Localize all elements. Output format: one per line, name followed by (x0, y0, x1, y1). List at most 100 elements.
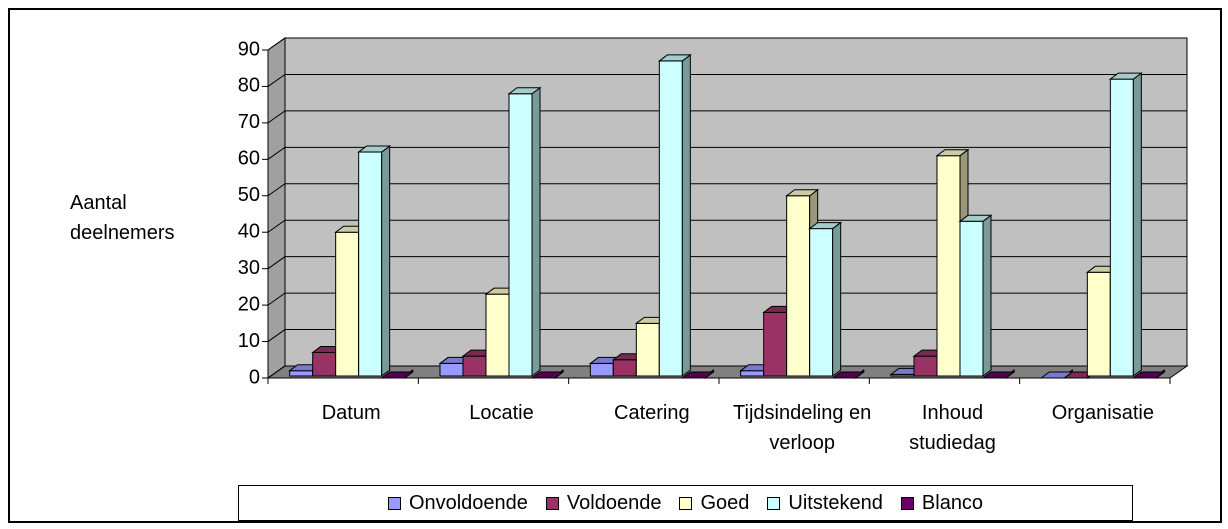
bar (1131, 369, 1166, 379)
legend-swatch (900, 496, 914, 510)
legend-label: Onvoldoende (408, 491, 528, 514)
bar (657, 53, 692, 377)
bar-front (358, 151, 383, 377)
y-tick-label: 30 (238, 257, 260, 279)
bar-front (936, 155, 961, 377)
bar-top (981, 371, 1016, 379)
x-tick-label: Tijdsindeling en verloop (733, 402, 872, 454)
y-tick-label: 10 (238, 330, 260, 352)
side-wall (267, 37, 286, 379)
legend-swatch (679, 496, 693, 510)
bar-front (740, 370, 765, 377)
y-tick-label: 60 (238, 148, 260, 170)
bar-front (439, 362, 464, 377)
legend-swatch (545, 496, 559, 510)
bar-front (763, 311, 788, 377)
bar (958, 214, 993, 377)
bar (831, 369, 866, 379)
legend-item: Uitstekend (767, 492, 883, 515)
back-wall (284, 37, 1188, 367)
legend: Onvoldoende Voldoende Goed Uitstekend Blanco (238, 485, 1133, 521)
bar-top (1108, 72, 1143, 80)
bar-top (657, 54, 692, 62)
bar-front (959, 220, 984, 377)
bar-side (832, 221, 842, 377)
grid-line (267, 183, 1187, 197)
bar-side (1132, 72, 1142, 377)
bar-top (958, 214, 993, 222)
x-tick-label: Catering (614, 402, 690, 424)
legend-item: Blanco (900, 491, 984, 515)
bar-side (381, 145, 391, 377)
bar-front (289, 370, 314, 377)
chart-border (8, 8, 1222, 523)
bar-front (612, 359, 637, 377)
bar-front (312, 351, 337, 377)
bar (680, 369, 715, 379)
bar-front (335, 231, 360, 377)
bar-front (913, 355, 938, 377)
bar-top (1131, 371, 1166, 379)
x-tick-label: Locatie (469, 402, 534, 424)
y-tick-label: 50 (238, 184, 260, 206)
legend-label: Voldoende (566, 491, 662, 514)
y-tick-label: 0 (249, 366, 260, 388)
y-axis-label: Aantal deelnemers (70, 192, 175, 244)
bar-front (508, 93, 533, 377)
bar-side (681, 53, 691, 377)
grid-line (267, 365, 1187, 379)
legend-swatch (767, 496, 781, 510)
bar (808, 221, 843, 377)
bar-top (380, 371, 415, 379)
y-tick-label: 70 (238, 111, 260, 133)
legend-item: Onvoldoende (387, 491, 528, 515)
bar (357, 145, 392, 377)
grid-line (267, 256, 1187, 270)
x-tick-label: Datum (321, 402, 381, 424)
bar-front (658, 60, 683, 377)
bar-top (808, 222, 843, 230)
legend-item: Voldoende (545, 491, 662, 515)
y-tick-label: 90 (238, 38, 260, 60)
bar-top (530, 371, 565, 379)
bar (507, 86, 542, 377)
bar-top (680, 371, 715, 379)
bar-top (831, 371, 866, 379)
bar-front (635, 322, 660, 377)
bar-front (786, 195, 811, 377)
bar-front (1086, 271, 1111, 377)
grid-line (267, 146, 1187, 160)
bar-front (462, 355, 487, 377)
bar-side (982, 214, 992, 377)
legend-item: Goed (679, 492, 749, 515)
x-tick-label: Organisatie (1051, 402, 1154, 424)
legend-swatch (387, 496, 401, 510)
bar-top (935, 149, 970, 157)
legend-label: Uitstekend (788, 491, 883, 514)
grid-line (267, 73, 1187, 87)
grid-line (267, 37, 1187, 51)
y-tick-label: 20 (238, 293, 260, 315)
y-tick-label: 80 (238, 75, 260, 97)
bar (380, 369, 415, 379)
bar-front (1109, 78, 1134, 377)
legend-label: Goed (700, 491, 750, 514)
bar (1108, 72, 1143, 377)
grid-line (267, 219, 1187, 233)
bar-front (809, 228, 834, 377)
bar-top (357, 145, 392, 153)
grid-line (267, 292, 1187, 306)
bar-front (485, 293, 510, 377)
bar (530, 369, 565, 379)
legend-label: Blanco (921, 491, 984, 514)
bar (981, 369, 1016, 379)
bar-top (785, 189, 820, 197)
bar-front (589, 362, 614, 377)
bar-top (507, 87, 542, 95)
y-tick-label: 40 (238, 221, 260, 243)
grid-line (267, 110, 1187, 124)
x-tick-label: Inhoud studiedag (909, 402, 996, 454)
bar-side (531, 86, 541, 377)
